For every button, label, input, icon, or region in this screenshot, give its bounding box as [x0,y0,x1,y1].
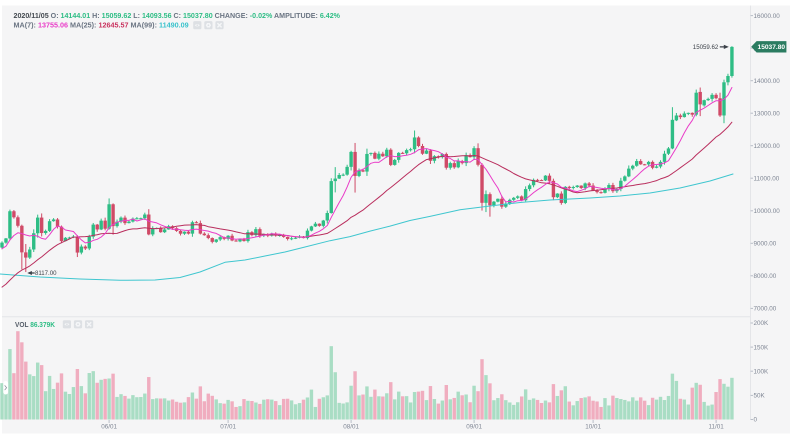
svg-text:07/01: 07/01 [220,424,236,431]
svg-text:09/01: 09/01 [466,424,482,431]
svg-text:10000.00: 10000.00 [754,208,781,215]
svg-text:14000.00: 14000.00 [754,78,781,85]
svg-text:13000.00: 13000.00 [754,110,781,117]
svg-text:06/01: 06/01 [101,424,117,431]
svg-text:100K: 100K [754,368,770,375]
svg-text:9000.00: 9000.00 [754,241,777,248]
svg-text:MA(7): 13755.06 MA(25): 12645.: MA(7): 13755.06 MA(25): 12645.57 MA(99):… [14,21,189,30]
svg-text:VOL 86.379K: VOL 86.379K [15,320,56,329]
svg-text:150K: 150K [754,344,770,351]
svg-text:16000.00: 16000.00 [754,13,781,20]
svg-text:10/01: 10/01 [585,424,601,431]
svg-text:08/01: 08/01 [343,424,359,431]
svg-text:15059.62: 15059.62 [693,44,719,51]
svg-text:200K: 200K [754,320,770,327]
svg-text:0: 0 [754,417,758,424]
svg-text:11000.00: 11000.00 [754,175,780,182]
svg-text:8117.00: 8117.00 [35,270,57,277]
svg-text:2020/11/05 O: 14144.01 H: 1505: 2020/11/05 O: 14144.01 H: 15059.62 L: 14… [14,11,341,20]
svg-text:15037.80: 15037.80 [758,44,786,51]
svg-text:8000.00: 8000.00 [754,273,777,280]
svg-text:7000.00: 7000.00 [754,306,777,313]
svg-text:12000.00: 12000.00 [754,143,781,150]
svg-text:11/01: 11/01 [708,424,724,431]
svg-text:50K: 50K [754,393,766,400]
